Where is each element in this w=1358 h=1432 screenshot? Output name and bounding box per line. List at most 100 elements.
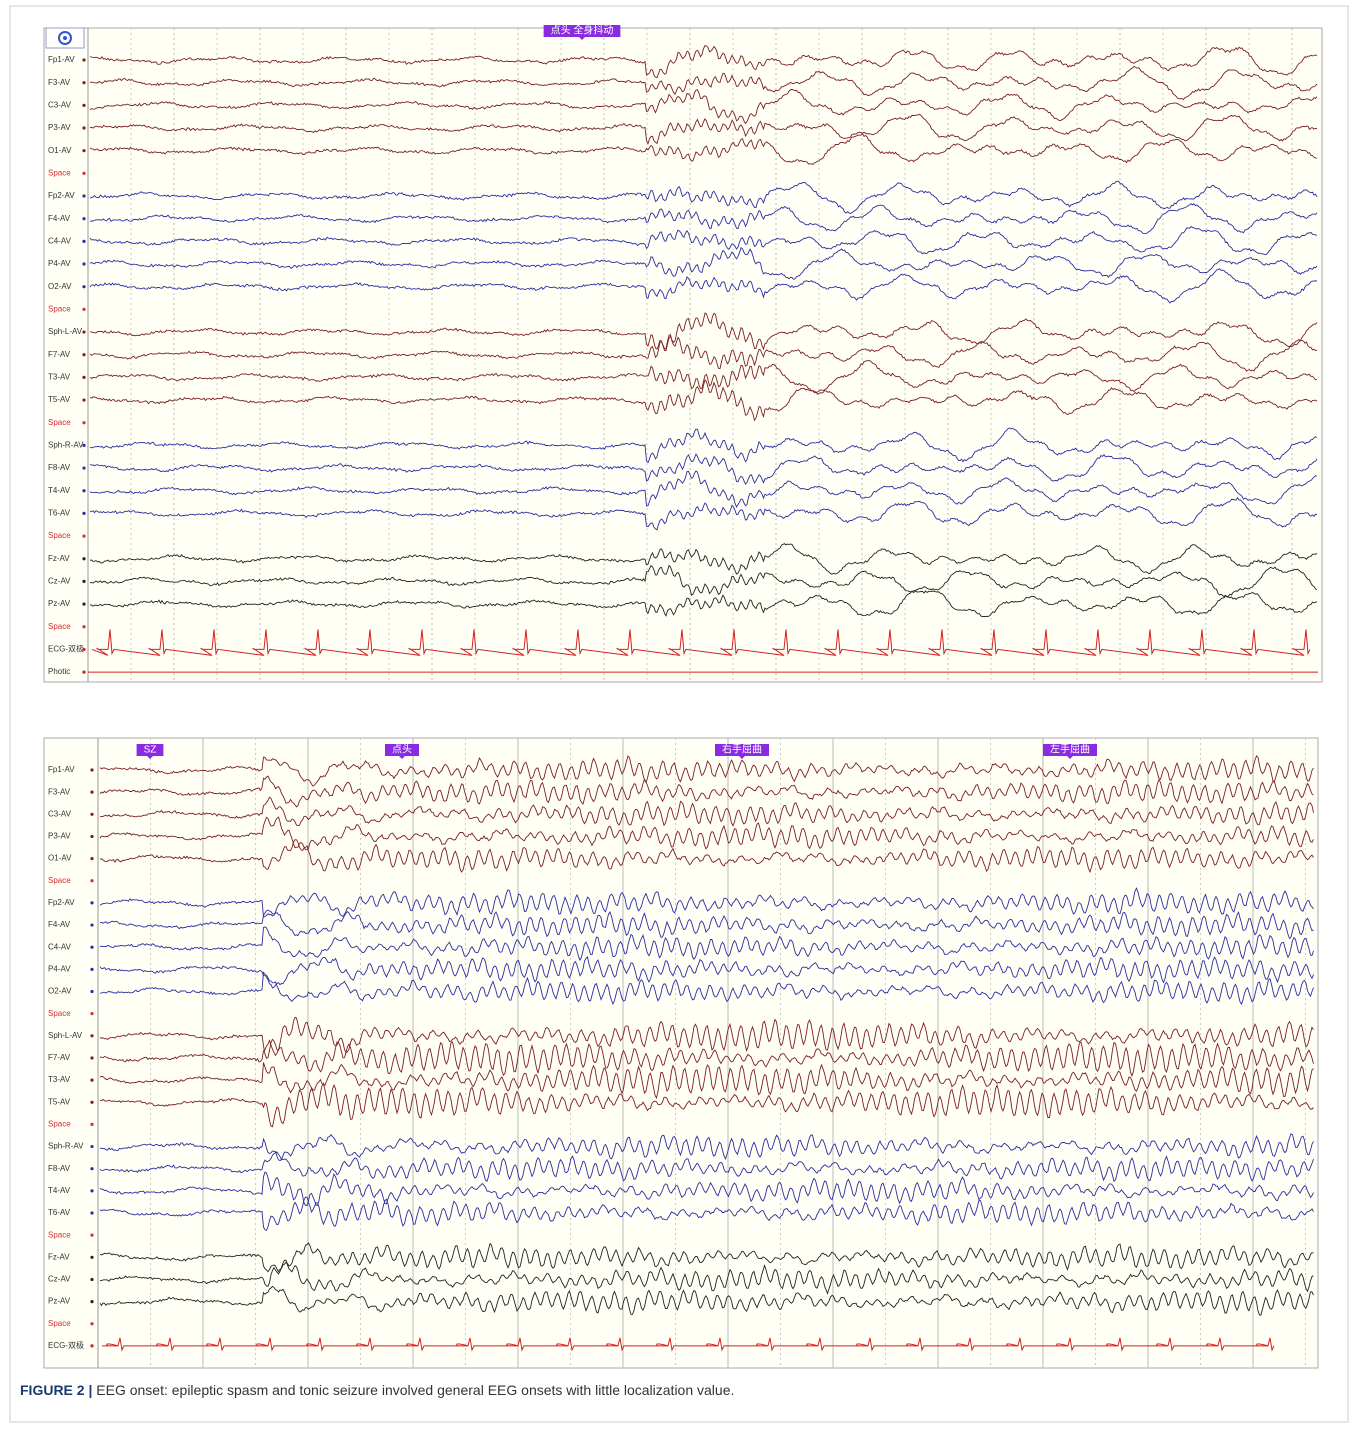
eeg-trace	[89, 453, 1318, 486]
channel-dot	[82, 330, 86, 334]
channel-label: Space	[48, 418, 71, 427]
eeg-trace	[99, 755, 1314, 787]
event-marker	[1043, 744, 1097, 756]
channel-dot	[90, 1056, 94, 1060]
channel-dot	[82, 375, 86, 379]
channel-label: ECG-双极	[48, 1340, 84, 1350]
channel-label: Space	[48, 876, 71, 885]
channel-label: Fp1-AV	[48, 765, 75, 774]
caption-label: FIGURE 2 |	[20, 1382, 93, 1398]
event-marker-text: SZ	[144, 745, 157, 756]
channel-dot	[82, 353, 86, 357]
channel-dot	[82, 534, 86, 538]
eeg-trace	[89, 590, 1318, 618]
eeg-trace	[99, 839, 1314, 874]
channel-label: Fp1-AV	[48, 55, 75, 64]
channel-dot	[90, 1255, 94, 1259]
eeg-trace	[99, 1259, 1314, 1295]
channel-label: T3-AV	[48, 1075, 71, 1084]
ecg-trace	[91, 629, 1311, 656]
caption-text: EEG onset: epileptic spasm and tonic sei…	[96, 1382, 735, 1398]
channel-label: P4-AV	[48, 259, 71, 268]
channel-dot	[82, 443, 86, 447]
channel-label: F4-AV	[48, 214, 71, 223]
eeg-trace	[99, 1039, 1314, 1078]
eeg-trace	[89, 65, 1318, 101]
channel-label: F7-AV	[48, 350, 71, 359]
channel-dot	[82, 239, 86, 243]
event-marker-tip	[579, 37, 585, 40]
eeg-trace	[89, 427, 1318, 464]
eeg-trace	[99, 1196, 1314, 1231]
channel-label: Space	[48, 1120, 71, 1129]
channel-dot	[90, 1012, 94, 1016]
channel-dot	[90, 790, 94, 794]
eeg-trace	[99, 796, 1314, 827]
channel-dot	[82, 103, 86, 107]
channel-dot	[82, 194, 86, 198]
event-marker-text: 右手屈曲	[722, 743, 762, 756]
eeg-trace	[99, 1016, 1314, 1059]
channel-label: F7-AV	[48, 1053, 71, 1062]
channel-label: T3-AV	[48, 372, 71, 381]
channel-dot	[90, 1277, 94, 1282]
ecg-trace	[102, 1337, 1275, 1352]
channel-dot	[90, 768, 94, 772]
eeg-trace	[89, 312, 1318, 351]
channel-dot	[82, 466, 86, 470]
eeg-trace	[99, 909, 1314, 940]
view-icon-dot	[63, 36, 67, 40]
event-marker-text: 点头	[392, 744, 412, 756]
channel-label: T5-AV	[48, 395, 71, 404]
eeg-trace	[89, 203, 1318, 235]
channel-label: T4-AV	[48, 1186, 71, 1195]
caption: FIGURE 2 | EEG onset: epileptic spasm an…	[20, 1382, 734, 1398]
eeg-trace	[89, 226, 1318, 256]
channel-label: Space	[48, 1009, 71, 1018]
channel-dot	[90, 989, 94, 994]
channel-label: F3-AV	[48, 78, 71, 87]
channel-dot	[82, 489, 86, 493]
channel-label: T5-AV	[48, 1097, 71, 1106]
channel-label: Fp2-AV	[48, 898, 75, 907]
channel-dot	[82, 602, 86, 606]
channel-dot	[82, 421, 86, 425]
channel-label: T6-AV	[48, 1208, 71, 1217]
eeg-trace	[89, 470, 1318, 509]
eeg-trace	[89, 44, 1318, 79]
event-marker	[385, 744, 419, 756]
channel-dot	[82, 398, 86, 402]
channel-label: Sph-R-AV	[48, 1142, 84, 1151]
channel-label: O2-AV	[48, 282, 72, 291]
channel-dot	[90, 1322, 94, 1326]
eeg-trace	[89, 379, 1318, 422]
channel-label: Pz-AV	[48, 1297, 71, 1306]
event-marker-tip	[147, 756, 153, 759]
channel-dot	[90, 1233, 94, 1237]
eeg-trace	[89, 543, 1318, 575]
eeg-trace	[99, 971, 1314, 1006]
eeg-trace	[89, 360, 1318, 395]
channel-label: ECG-双极	[48, 644, 84, 654]
channel-label: Space	[48, 304, 71, 313]
channel-label: F3-AV	[48, 787, 71, 796]
channel-dot	[90, 901, 94, 905]
eeg-trace	[99, 816, 1314, 851]
eeg-trace	[89, 246, 1318, 280]
channel-dot	[82, 647, 86, 652]
channel-label: Cz-AV	[48, 1275, 71, 1284]
channel-label: C4-AV	[48, 236, 72, 245]
channel-label: F8-AV	[48, 463, 71, 472]
eeg-trace	[99, 1082, 1314, 1128]
eeg-trace	[89, 113, 1318, 145]
eeg-trace	[99, 926, 1314, 962]
channel-dot	[90, 1189, 94, 1193]
channel-dot	[82, 579, 86, 584]
channel-dot	[82, 126, 86, 130]
channel-dot	[90, 1078, 94, 1082]
figure-frame	[9, 5, 1349, 1423]
channel-dot	[90, 1122, 94, 1126]
channel-label: Space	[48, 1319, 71, 1328]
eeg-trace	[99, 1062, 1314, 1100]
